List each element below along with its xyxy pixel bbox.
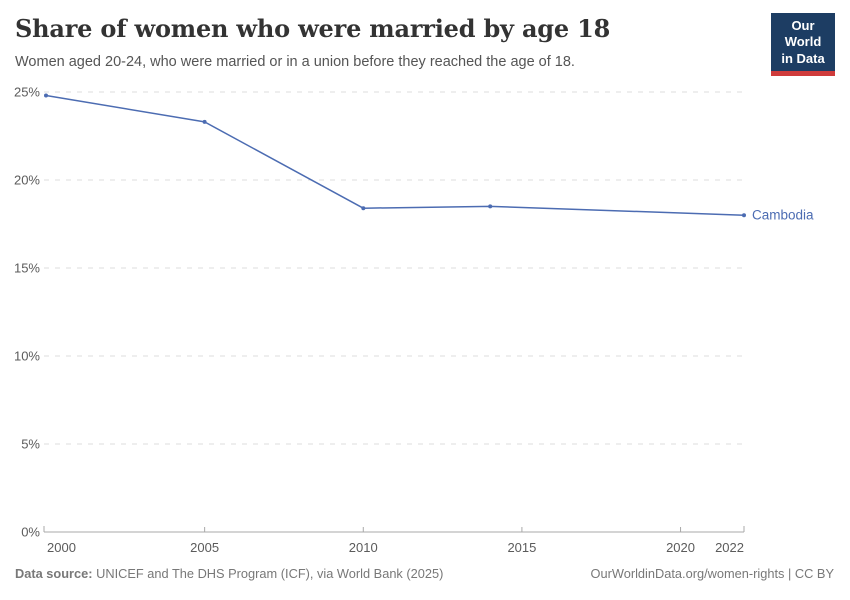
x-axis-tick-label: 2022 <box>715 540 744 555</box>
series-end-label: Cambodia <box>752 208 814 223</box>
data-source-label: Data source: <box>15 566 93 581</box>
y-axis-tick-label: 20% <box>14 173 40 188</box>
chart-subtitle: Women aged 20-24, who were married or in… <box>15 54 575 70</box>
data-source: Data source: UNICEF and The DHS Program … <box>15 566 443 581</box>
y-axis-tick-label: 15% <box>14 261 40 276</box>
x-axis-tick-label: 2020 <box>666 540 695 555</box>
y-axis-tick-label: 5% <box>21 437 40 452</box>
y-axis-tick-label: 10% <box>14 349 40 364</box>
page-title: Share of women who were married by age 1… <box>15 14 611 43</box>
data-point <box>44 93 48 98</box>
x-axis-tick-label: 2015 <box>507 540 536 555</box>
owid-logo-line1: Our World <box>784 18 822 50</box>
data-point <box>361 206 366 211</box>
data-point <box>742 213 746 218</box>
owid-citation-link[interactable]: OurWorldinData.org/women-rights | CC BY <box>590 566 834 581</box>
y-axis-tick-label: 25% <box>14 85 40 100</box>
x-axis-tick-label: 2010 <box>349 540 378 555</box>
y-axis-tick-label: 0% <box>21 525 40 540</box>
data-point <box>488 204 493 209</box>
data-line <box>45 94 745 216</box>
owid-logo: Our World in Data <box>771 13 835 76</box>
x-axis-tick-label: 2000 <box>47 540 76 555</box>
chart-footer: Data source: UNICEF and The DHS Program … <box>15 566 834 581</box>
owid-logo-line2: in Data <box>781 50 825 66</box>
data-point <box>202 119 207 124</box>
data-source-text: UNICEF and The DHS Program (ICF), via Wo… <box>96 566 444 581</box>
x-axis-tick-label: 2005 <box>190 540 219 555</box>
